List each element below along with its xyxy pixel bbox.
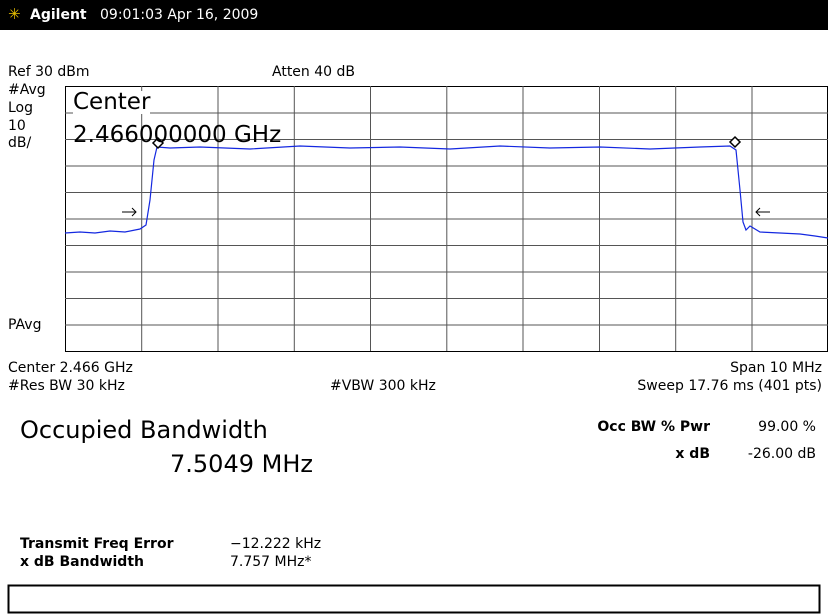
top-bar: ✳ Agilent 09:01:03 Apr 16, 2009	[0, 0, 828, 30]
occ-bw-value: 99.00 %	[758, 419, 816, 435]
scale-unit: dB/	[8, 135, 32, 151]
footer-center: Center 2.466 GHz	[8, 360, 133, 376]
grid-lines	[65, 86, 828, 351]
occ-bw-label: Occ BW % Pwr	[597, 419, 710, 435]
xdb-label: x dB	[675, 446, 710, 462]
ref-level: Ref 30 dBm	[8, 64, 90, 80]
trace	[64, 145, 828, 239]
tfe-label: Transmit Freq Error	[20, 536, 174, 552]
avg-label: #Avg	[8, 82, 46, 98]
avg-mode: PAvg	[8, 317, 42, 333]
vbw: #VBW 300 kHz	[330, 378, 436, 394]
xdb-arrows	[122, 207, 770, 217]
xdb-bw-label: x dB Bandwidth	[20, 554, 144, 570]
result-title: Occupied Bandwidth	[20, 416, 268, 444]
message-box	[7, 584, 821, 614]
logo-icon: ✳	[8, 5, 21, 23]
brand: Agilent	[30, 7, 87, 23]
scale-type: Log	[8, 100, 34, 116]
attenuation: Atten 40 dB	[272, 64, 356, 80]
markers	[151, 135, 742, 150]
xdb-bw-value: 7.757 MHz*	[230, 554, 312, 570]
res-bw: #Res BW 30 kHz	[8, 378, 125, 394]
center-value: 2.466000000 GHz	[73, 122, 282, 148]
scale-value: 10	[8, 118, 26, 134]
footer-span: Span 10 MHz	[730, 360, 822, 376]
timestamp: 09:01:03 Apr 16, 2009	[100, 7, 259, 23]
result-value: 7.5049 MHz	[170, 450, 313, 478]
tfe-value: −12.222 kHz	[230, 536, 322, 552]
center-label: Center	[73, 89, 151, 115]
xdb-value: -26.00 dB	[747, 446, 816, 462]
sweep: Sweep 17.76 ms (401 pts)	[637, 378, 822, 394]
